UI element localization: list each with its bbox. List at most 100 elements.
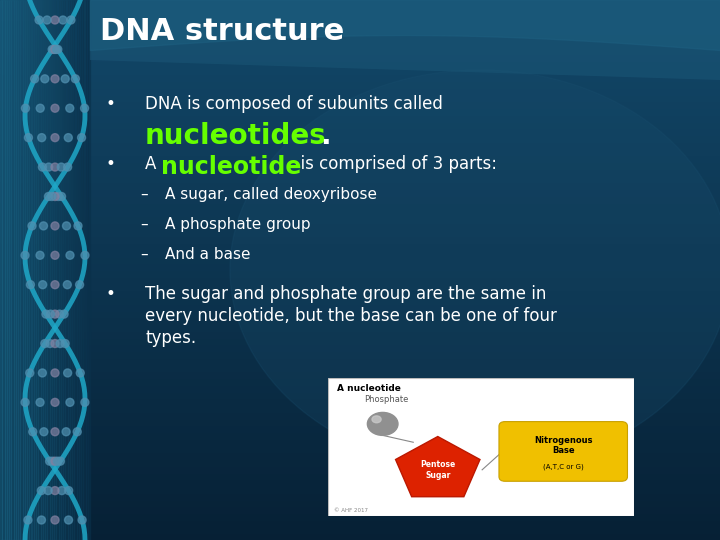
Circle shape [37,487,45,495]
Bar [88,0,90,540]
Circle shape [51,251,59,259]
Circle shape [48,45,56,53]
Bar [0,526,720,534]
Bar [76,0,78,540]
Circle shape [73,428,81,436]
Circle shape [38,163,46,171]
Bar [50,0,52,540]
Bar [0,74,720,81]
Text: Pentose
Sugar: Pentose Sugar [420,460,455,480]
Circle shape [44,487,52,495]
Circle shape [51,163,59,171]
Bar [86,0,88,540]
Bar [74,0,76,540]
Circle shape [63,281,71,289]
Bar [0,534,720,540]
Circle shape [36,104,44,112]
Bar [0,411,720,418]
Circle shape [51,399,59,407]
Bar [0,102,720,108]
Circle shape [48,457,56,465]
Text: nucleotides: nucleotides [145,122,327,150]
Circle shape [51,516,59,524]
Circle shape [78,133,86,141]
Circle shape [58,192,66,200]
Circle shape [38,369,46,377]
Circle shape [21,251,29,259]
Bar [0,453,720,459]
Text: •: • [105,95,115,113]
Text: Phosphate: Phosphate [364,395,409,404]
Bar [0,135,720,141]
Text: And a base: And a base [165,247,251,262]
Circle shape [58,163,66,171]
Bar [0,303,720,310]
Circle shape [51,487,59,495]
Bar [20,0,22,540]
Bar [0,122,720,128]
Text: –: – [140,217,148,232]
Bar [0,237,720,243]
Bar [0,14,720,20]
Text: •: • [105,155,115,173]
Bar [0,0,2,540]
Circle shape [63,222,71,230]
Circle shape [67,16,75,24]
Bar [84,0,86,540]
Circle shape [51,340,59,348]
Bar [0,141,720,149]
Circle shape [66,251,74,259]
Circle shape [63,369,71,377]
Circle shape [51,16,59,24]
Polygon shape [395,436,480,497]
Circle shape [48,192,55,200]
Circle shape [63,163,71,171]
Bar [0,40,720,47]
Bar [63,0,66,540]
Circle shape [59,16,67,24]
Circle shape [66,104,73,112]
Bar [81,0,84,540]
Text: –: – [140,187,148,202]
Bar [0,33,720,40]
Bar [0,372,720,378]
Text: DNA structure: DNA structure [100,17,344,46]
Bar [0,128,720,135]
Bar [30,0,32,540]
Text: every nucleotide, but the base can be one of four: every nucleotide, but the base can be on… [145,307,557,325]
Bar [0,222,720,230]
Circle shape [81,251,89,259]
Bar [0,115,720,122]
Circle shape [54,45,62,53]
Circle shape [22,104,30,112]
Ellipse shape [230,70,720,470]
Bar [0,148,720,156]
Bar [0,432,720,438]
Text: (A,T,C or G): (A,T,C or G) [543,463,584,470]
Text: types.: types. [145,329,196,347]
Bar [0,378,720,384]
Circle shape [29,428,37,436]
Circle shape [40,428,48,436]
Circle shape [24,133,32,141]
Bar [27,0,30,540]
Circle shape [24,516,32,524]
Bar [0,500,720,507]
Bar [0,195,720,202]
Bar [0,27,720,33]
Bar [60,0,63,540]
Bar [0,68,720,74]
Circle shape [58,487,66,495]
Circle shape [40,222,48,230]
Circle shape [47,310,55,318]
Circle shape [51,104,59,112]
Bar [0,176,720,183]
Bar [0,472,720,480]
Circle shape [62,428,70,436]
Circle shape [51,310,59,318]
Bar [0,189,720,195]
Circle shape [37,133,46,141]
Bar [0,291,720,297]
Bar [45,0,48,540]
Circle shape [367,413,398,435]
